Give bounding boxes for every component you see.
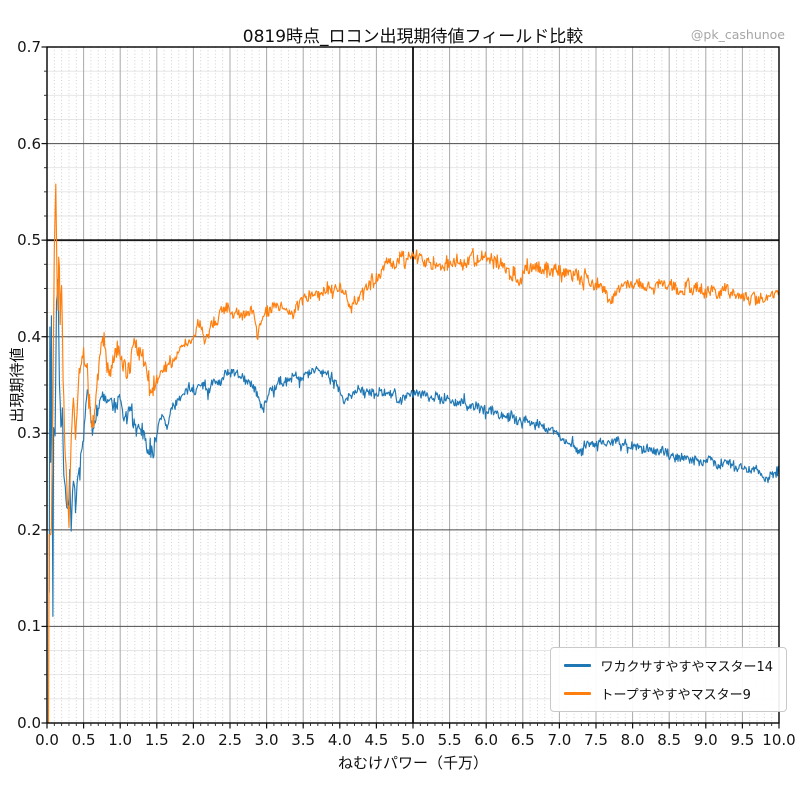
x-tick-label: 0.0 xyxy=(35,731,59,749)
y-tick-label: 0.7 xyxy=(17,38,41,56)
x-tick-label: 8.5 xyxy=(657,731,682,749)
x-tick-label: 1.5 xyxy=(144,731,169,749)
legend-line-swatch-blue xyxy=(564,664,592,667)
x-tick-label: 0.5 xyxy=(71,731,96,749)
x-tick-label: 3.5 xyxy=(291,731,316,749)
x-tick-label: 8.0 xyxy=(620,731,645,749)
x-tick-label: 1.0 xyxy=(108,731,133,749)
y-tick-label: 0.2 xyxy=(17,520,41,539)
x-tick-label: 3.0 xyxy=(254,731,279,749)
legend-line-swatch-orange xyxy=(564,692,592,695)
series-lines xyxy=(47,183,780,724)
watermark: @pk_cashunoe xyxy=(690,27,785,42)
legend-entry-taupe: トープすやすやマスター9 xyxy=(564,684,773,703)
y-tick-label: 0.1 xyxy=(17,617,41,636)
x-tick-label: 5.5 xyxy=(437,731,462,749)
x-tick-label: 9.0 xyxy=(693,731,718,749)
series-line-7 xyxy=(48,279,780,617)
y-tick-label: 0.6 xyxy=(17,134,41,153)
x-tick-label: 10.0 xyxy=(762,731,796,749)
x-tick-label: 2.0 xyxy=(181,731,206,749)
x-tick-label: 9.5 xyxy=(730,731,755,749)
legend-entry-wakakusa: ワカクサすやすやマスター14 xyxy=(564,656,773,675)
legend-label-wakakusa: ワカクサすやすやマスター14 xyxy=(600,660,773,675)
x-tick-label: 5.0 xyxy=(401,731,425,749)
x-tick-label: 7.0 xyxy=(547,731,572,749)
y-tick-label: 0.3 xyxy=(17,424,41,443)
x-tick-label: 7.5 xyxy=(584,731,608,749)
reference-lines xyxy=(47,47,779,723)
chart-title: 0819時点_ロコン出現期待値フィールド比較 xyxy=(242,27,584,47)
x-tick-label: 6.5 xyxy=(510,731,535,749)
x-tick-label: 2.5 xyxy=(218,731,242,749)
tick-marks xyxy=(41,46,780,729)
y-tick-label: 0.5 xyxy=(17,231,41,250)
y-tick-label: 0.0 xyxy=(17,714,41,732)
legend-label-taupe: トープすやすやマスター9 xyxy=(600,688,751,703)
legend: ワカクサすやすやマスター14 トープすやすやマスター9 xyxy=(550,647,787,712)
x-tick-label: 6.0 xyxy=(474,731,499,749)
x-axis-label: ねむけパワー（千万） xyxy=(337,754,488,772)
series-line-13 xyxy=(47,183,780,724)
y-tick-label: 0.4 xyxy=(17,327,41,346)
x-tick-label: 4.5 xyxy=(364,731,389,749)
x-tick-label: 4.0 xyxy=(327,731,352,749)
